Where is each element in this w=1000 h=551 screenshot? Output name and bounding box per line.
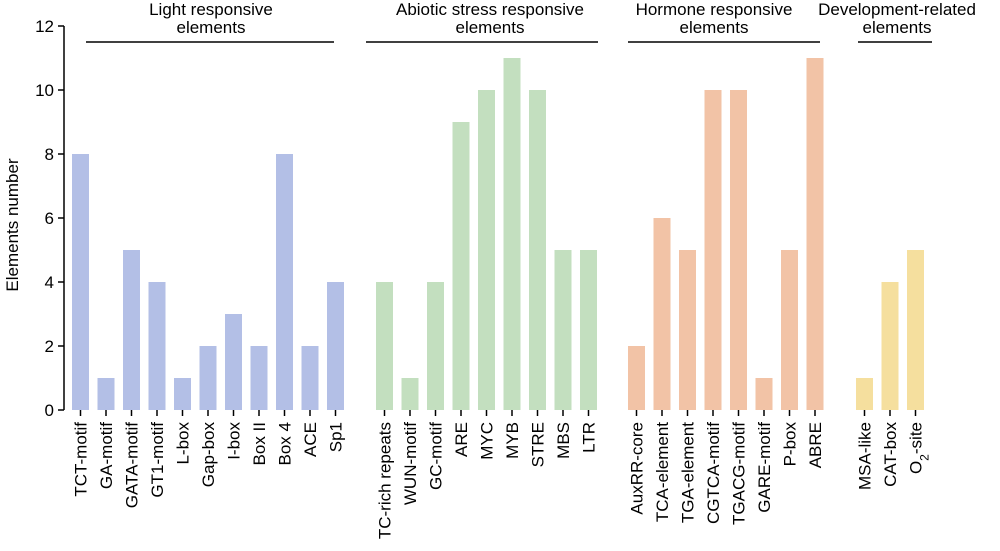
x-tick-label: O2-site (907, 422, 932, 474)
bar (148, 282, 166, 410)
bar (376, 282, 393, 410)
y-tick-label: 6 (45, 209, 54, 228)
bar (730, 90, 747, 410)
bar (301, 346, 319, 410)
bar (907, 250, 924, 410)
x-tick-labels: TCT-motif GA-motif GATA-motif GT1-motif L-bo… (72, 410, 932, 539)
x-tick-label: GA-motif (97, 422, 116, 489)
x-tick-label: MBS (554, 422, 573, 459)
bar (276, 154, 293, 410)
x-tick-label: MYB (503, 422, 522, 459)
x-tick-label: MYC (478, 422, 497, 460)
bar (781, 250, 798, 410)
x-tick-label: TCT-motif (72, 422, 91, 497)
x-tick-label: TCA-element (653, 422, 672, 522)
group-header-text: Abiotic stress responsive (396, 0, 584, 19)
bar (806, 58, 824, 410)
x-tick-label: GARE-motif (755, 422, 774, 513)
bar (628, 346, 645, 410)
group-header-text: Development-related (818, 0, 976, 19)
bar (653, 218, 671, 410)
x-tick-label: Box 4 (276, 422, 295, 465)
bar (679, 250, 696, 410)
x-tick-label: TGA-element (679, 422, 698, 523)
x-tick-label: WUN-motif (401, 422, 420, 505)
x-tick-label: TGACG-motif (730, 422, 749, 525)
x-tick-label: MSA-like (856, 422, 875, 490)
x-tick-label: GT1-motif (148, 422, 167, 498)
bar (503, 58, 521, 410)
bar (327, 282, 344, 410)
y-tick-label: 8 (45, 145, 54, 164)
x-tick-label: GC-motif (427, 422, 446, 490)
group-header-text: elements (863, 18, 932, 37)
bar (478, 90, 495, 410)
bar (174, 378, 191, 410)
bar (225, 314, 242, 410)
x-tick-label: CAT-box (881, 422, 900, 487)
y-axis-label: Elements number (3, 158, 22, 292)
x-tick-label: CGTCA-motif (704, 422, 723, 524)
bar (452, 122, 470, 410)
bar (250, 346, 268, 410)
y-axis: 0 2 4 6 8 10 12 (35, 17, 65, 420)
y-tick-label: 12 (35, 17, 54, 36)
group-header-text: elements (177, 18, 246, 37)
bar (199, 346, 217, 410)
x-tick-label: Box II (250, 422, 269, 465)
y-tick-label: 0 (45, 401, 54, 420)
bar (580, 250, 597, 410)
x-tick-label: L-box (174, 422, 193, 465)
bar (123, 250, 140, 410)
x-tick-label: TC-rich repeats (376, 422, 395, 539)
group-header-text: elements (456, 18, 525, 37)
bar (72, 154, 89, 410)
x-tick-label: LTR (580, 422, 599, 453)
x-tick-label: P-box (781, 422, 800, 467)
y-tick-label: 10 (35, 81, 54, 100)
bar (529, 90, 546, 410)
bar (97, 378, 115, 410)
x-tick-label: ABRE (806, 422, 825, 468)
y-tick-label: 2 (45, 337, 54, 356)
x-tick-label: I-box (225, 422, 244, 460)
group-header-text: Hormone responsive (636, 0, 793, 19)
group-header-text: Light responsive (149, 0, 273, 19)
y-tick-label: 4 (45, 273, 54, 292)
group-header-text: elements (680, 18, 749, 37)
bars (72, 58, 924, 410)
bar (427, 282, 444, 410)
bar (704, 90, 722, 410)
bar (856, 378, 873, 410)
x-tick-label: ACE (301, 422, 320, 457)
bar (755, 378, 773, 410)
x-tick-label: AuxRR-core (628, 422, 647, 515)
bar (881, 282, 899, 410)
bar (554, 250, 572, 410)
x-tick-label: GATA-motif (123, 422, 142, 509)
x-tick-label: STRE (529, 422, 548, 467)
x-tick-label: Sp1 (327, 422, 346, 452)
x-tick-label: ARE (452, 422, 471, 457)
bar (401, 378, 419, 410)
x-tick-label: Gap-box (199, 422, 218, 488)
